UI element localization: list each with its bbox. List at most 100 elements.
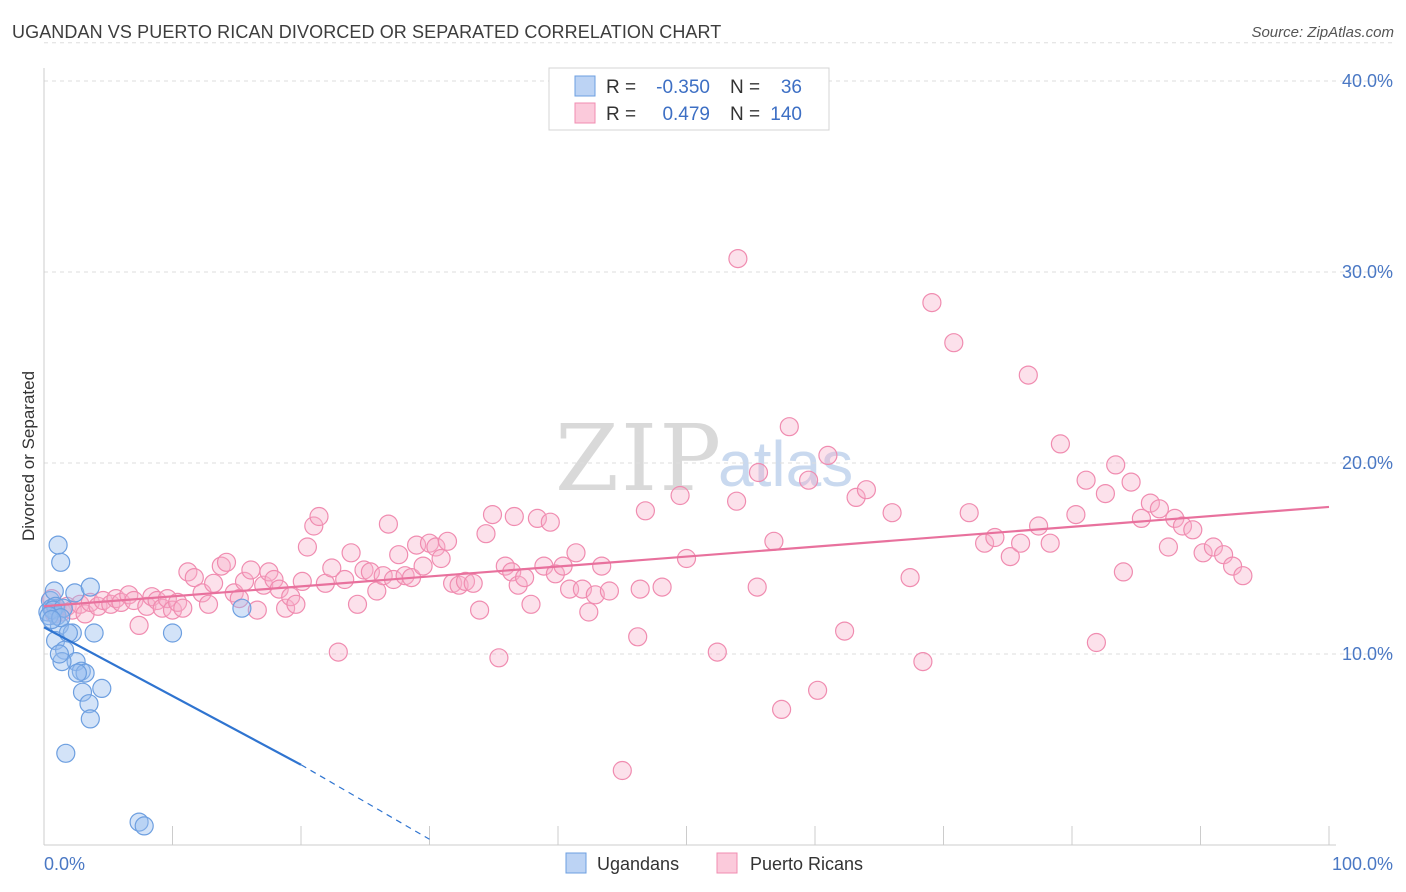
data-point xyxy=(247,600,267,620)
data-point xyxy=(276,598,296,618)
legend-r-label-1: R = xyxy=(606,77,636,98)
y-tick-label: 30.0% xyxy=(1342,262,1393,282)
data-point xyxy=(426,537,446,557)
data-point xyxy=(455,571,476,592)
data-point xyxy=(504,506,524,527)
bottom-legend-swatch-ugandans xyxy=(565,852,587,874)
data-point xyxy=(592,556,612,576)
data-point xyxy=(1106,455,1126,475)
data-point xyxy=(1121,472,1141,492)
data-point xyxy=(630,579,650,599)
data-point xyxy=(463,573,483,593)
data-point xyxy=(80,709,100,729)
data-point xyxy=(232,598,252,618)
data-point xyxy=(286,594,306,614)
data-point xyxy=(1066,504,1086,525)
legend-swatch-ugandans xyxy=(574,75,596,97)
data-point xyxy=(798,470,819,490)
data-point xyxy=(470,600,490,620)
watermark: ZIP atlas xyxy=(555,405,853,512)
data-point xyxy=(728,249,748,269)
data-point xyxy=(476,524,496,544)
data-point xyxy=(676,548,697,569)
data-point xyxy=(726,491,747,511)
data-point xyxy=(846,487,866,507)
data-point xyxy=(129,812,149,832)
legend-n-value-1: 36 xyxy=(781,77,802,98)
data-point xyxy=(211,556,231,576)
data-point xyxy=(328,642,348,662)
data-point xyxy=(1040,533,1060,553)
data-point xyxy=(882,503,902,523)
data-point xyxy=(1050,434,1071,454)
data-point xyxy=(944,333,964,353)
bottom-legend: Ugandans Puerto Ricans xyxy=(565,852,863,874)
bottom-legend-label-ugandans: Ugandans xyxy=(597,854,679,874)
data-point xyxy=(856,480,877,500)
data-point xyxy=(545,564,566,584)
data-point xyxy=(1158,537,1179,557)
data-point xyxy=(1222,556,1243,576)
data-point xyxy=(75,663,95,683)
data-point xyxy=(241,560,261,580)
data-point xyxy=(168,592,188,613)
data-point xyxy=(635,501,656,521)
data-point xyxy=(585,585,605,605)
series-puerto-ricans xyxy=(42,249,1253,781)
data-point xyxy=(49,644,70,664)
data-point xyxy=(1028,516,1049,536)
bottom-legend-label-puerto-ricans: Puerto Ricans xyxy=(750,854,863,874)
data-point xyxy=(92,678,112,699)
data-point xyxy=(51,552,71,572)
data-point xyxy=(309,506,329,527)
data-point xyxy=(1076,470,1096,490)
data-point xyxy=(1010,533,1031,553)
watermark-atlas: atlas xyxy=(718,428,853,500)
data-point xyxy=(80,577,100,597)
data-point xyxy=(1203,537,1224,557)
data-point xyxy=(514,567,535,588)
data-point xyxy=(628,627,648,647)
data-point xyxy=(134,816,154,836)
data-point xyxy=(1113,562,1134,582)
data-point xyxy=(1183,520,1203,540)
data-point xyxy=(389,545,409,565)
trend-line-puerto-ricans xyxy=(43,505,1330,608)
y-tick-label: 20.0% xyxy=(1342,453,1393,473)
data-point xyxy=(42,609,62,630)
data-point xyxy=(129,615,149,636)
x-tick-label-min: 0.0% xyxy=(44,854,85,874)
data-point xyxy=(748,462,769,483)
y-axis-tick-labels: 10.0% 20.0% 30.0% 40.0% xyxy=(1342,71,1393,664)
data-point xyxy=(322,558,342,578)
data-point xyxy=(198,594,219,614)
watermark-zip: ZIP xyxy=(555,405,723,512)
data-point xyxy=(79,694,99,714)
data-point xyxy=(413,556,433,576)
data-point xyxy=(652,577,672,597)
y-tick-label: 40.0% xyxy=(1342,71,1393,91)
trend-lines xyxy=(43,505,1330,840)
x-axis-ticks xyxy=(172,826,1330,845)
data-point xyxy=(1095,484,1116,504)
legend-r-value-2: 0.479 xyxy=(662,104,710,125)
data-point xyxy=(764,531,784,551)
data-point xyxy=(913,651,933,672)
data-point xyxy=(162,623,183,643)
data-point xyxy=(84,623,104,643)
data-point xyxy=(900,567,920,588)
data-point xyxy=(707,642,727,662)
data-point xyxy=(44,581,64,601)
data-point xyxy=(341,543,361,563)
data-point xyxy=(508,575,528,595)
legend-frame xyxy=(548,67,830,131)
data-point xyxy=(347,594,368,614)
trend-line-ugandans-extension xyxy=(300,764,430,840)
data-point xyxy=(184,567,204,588)
data-point xyxy=(579,602,599,622)
source-credit: Source: ZipAtlas.com xyxy=(1251,24,1394,41)
trend-line-ugandans xyxy=(43,626,302,766)
data-point xyxy=(818,445,838,465)
data-point xyxy=(612,760,632,781)
